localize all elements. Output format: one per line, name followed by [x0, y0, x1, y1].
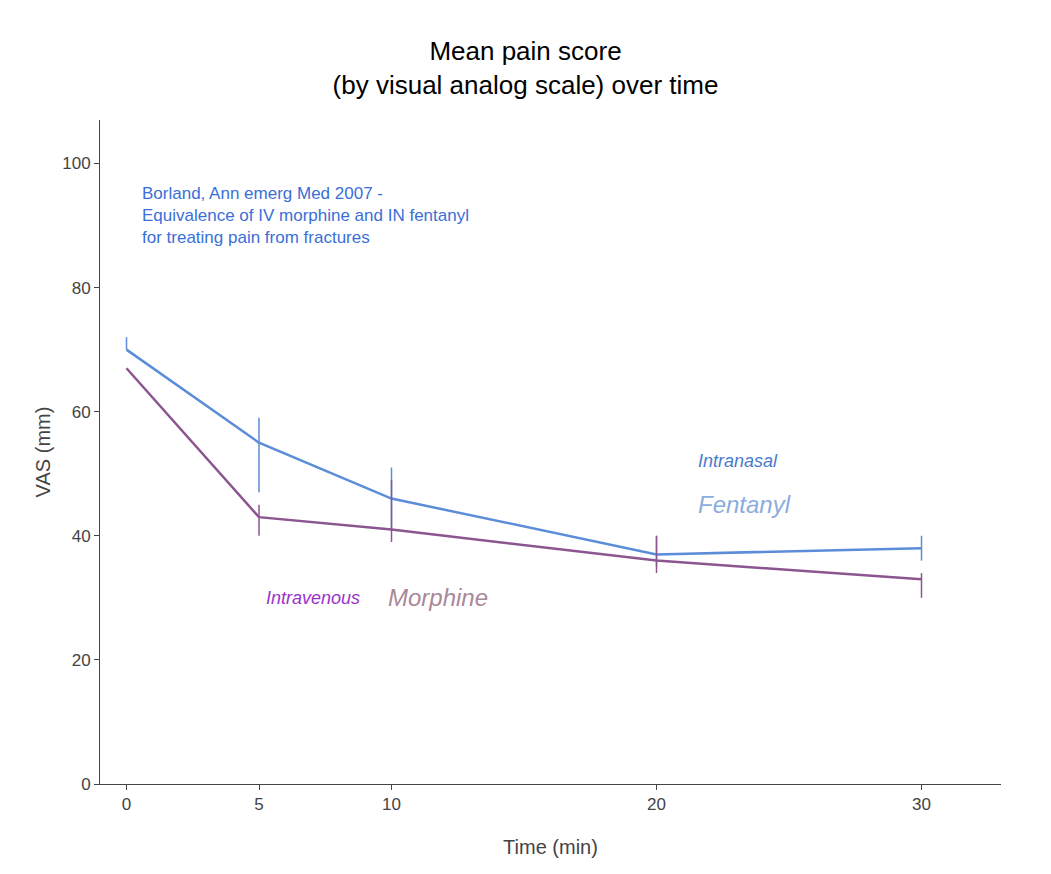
svg-text:20: 20	[647, 795, 666, 814]
svg-text:5: 5	[254, 795, 263, 814]
svg-text:10: 10	[382, 795, 401, 814]
svg-text:80: 80	[72, 279, 91, 298]
svg-text:60: 60	[72, 403, 91, 422]
svg-text:20: 20	[72, 651, 91, 670]
svg-text:Mean pain score(by visual anal: Mean pain score(by visual analog scale) …	[333, 36, 719, 100]
svg-text:100: 100	[62, 154, 90, 173]
svg-text:0: 0	[81, 775, 90, 794]
svg-text:Intravenous: Intravenous	[266, 588, 360, 608]
svg-text:Time (min): Time (min)	[503, 836, 598, 858]
svg-text:Intranasal: Intranasal	[698, 451, 778, 471]
svg-text:VAS (mm): VAS (mm)	[32, 407, 54, 498]
svg-text:30: 30	[912, 795, 931, 814]
svg-text:0: 0	[122, 795, 131, 814]
svg-text:Morphine: Morphine	[388, 584, 488, 611]
svg-text:Borland, Ann emerg Med 2007 -E: Borland, Ann emerg Med 2007 -Equivalence…	[142, 184, 469, 247]
svg-text:Fentanyl: Fentanyl	[698, 491, 791, 518]
svg-text:40: 40	[72, 527, 91, 546]
